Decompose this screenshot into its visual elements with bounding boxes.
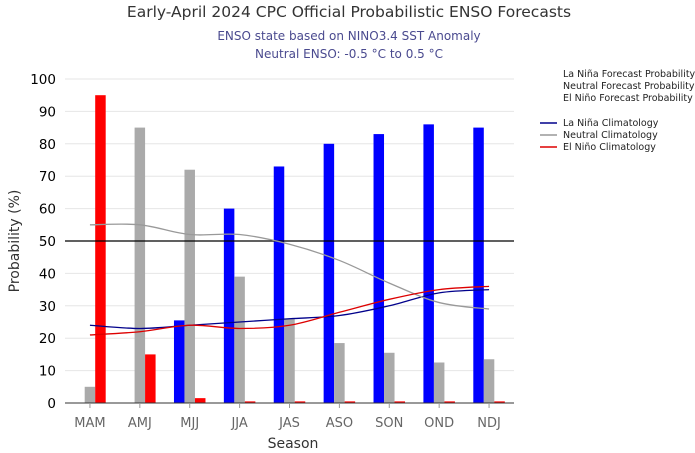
y-axis-ticks: 0 10 20 30 40 50 60 70 80 90 100 — [30, 72, 56, 412]
climatology-lines — [89, 223, 490, 336]
bars — [84, 95, 505, 404]
bar-neutral-son — [384, 352, 395, 403]
el-nino-climatology-line — [89, 285, 490, 336]
bar-el-nino-jas — [294, 401, 306, 403]
x-tick-label-aso: ASO — [326, 416, 353, 431]
legend: La Niña Forecast Probability Neutral For… — [540, 69, 695, 153]
bar-neutral-ndj — [483, 359, 495, 403]
bar-neutral-mjj — [184, 169, 195, 403]
chart-subtitle-line-2: Neutral ENSO: -0.5 °C to 0.5 °C — [255, 47, 443, 61]
y-tick-label-90: 90 — [39, 104, 56, 120]
bar-el-nino-son — [394, 401, 406, 403]
y-tick-label-50: 50 — [39, 234, 56, 250]
bar-la-nina-ond — [423, 124, 434, 404]
bar-la-nina-jas — [273, 166, 285, 403]
y-tick-label-80: 80 — [39, 137, 56, 153]
bar-la-nina-aso — [323, 143, 335, 404]
bar-el-nino-ndj — [494, 401, 505, 403]
bar-el-nino-mam — [95, 95, 106, 403]
y-tick-label-20: 20 — [39, 331, 56, 347]
y-axis-title: Probability (%) — [7, 190, 23, 293]
bar-neutral-amj — [134, 127, 146, 403]
bar-la-nina-ndj — [473, 127, 484, 403]
la-nina-climatology-line — [89, 288, 490, 330]
chart-title: Early-April 2024 CPC Official Probabilis… — [127, 3, 571, 21]
bar-el-nino-aso — [344, 401, 356, 403]
x-tick-label-son: SON — [375, 416, 403, 431]
bar-la-nina-mjj — [173, 320, 185, 403]
neutral-climatology-line — [89, 223, 490, 310]
bar-el-nino-ond — [444, 401, 455, 403]
legend-item-el-nino-forecast: El Niño Forecast Probability — [563, 93, 693, 104]
y-tick-label-60: 60 — [39, 202, 56, 218]
bar-neutral-aso — [334, 343, 345, 403]
y-tick-label-10: 10 — [39, 364, 56, 380]
x-tick-label-amj: AMJ — [128, 416, 152, 431]
x-tick-label-jja: JJA — [230, 416, 247, 431]
legend-item-el-nino-climatology: El Niño Climatology — [563, 142, 656, 153]
x-tick-label-jas: JAS — [278, 416, 300, 431]
bar-la-nina-jja — [223, 208, 235, 403]
legend-item-neutral-forecast: Neutral Forecast Probability — [563, 81, 695, 92]
legend-item-la-nina-climatology: La Niña Climatology — [563, 118, 659, 129]
y-tick-label-30: 30 — [39, 299, 56, 315]
y-tick-label-0: 0 — [47, 396, 56, 412]
y-tick-label-100: 100 — [30, 72, 56, 88]
y-tick-label-40: 40 — [39, 266, 56, 282]
x-tick-label-ond: OND — [424, 416, 454, 431]
bar-el-nino-mjj — [194, 398, 206, 403]
bar-la-nina-son — [373, 134, 385, 403]
bar-neutral-jja — [234, 276, 245, 403]
bar-neutral-jas — [284, 318, 295, 403]
x-tick-label-mam: MAM — [74, 416, 105, 431]
chart-subtitle-line-1: ENSO state based on NINO3.4 SST Anomaly — [217, 29, 480, 43]
bar-el-nino-amj — [145, 354, 156, 403]
x-axis-ticks: MAM AMJ MJJ JJA JAS ASO SON OND NDJ — [74, 403, 501, 431]
x-tick-label-ndj: NDJ — [477, 416, 501, 431]
legend-item-neutral-climatology: Neutral Climatology — [563, 130, 658, 141]
bar-neutral-mam — [84, 386, 96, 403]
y-tick-label-70: 70 — [39, 169, 56, 185]
legend-item-la-nina-forecast: La Niña Forecast Probability — [563, 69, 695, 80]
bar-neutral-ond — [433, 362, 445, 403]
bar-el-nino-jja — [244, 401, 256, 403]
x-tick-label-mjj: MJJ — [180, 416, 199, 431]
x-axis-title: Season — [268, 436, 319, 452]
